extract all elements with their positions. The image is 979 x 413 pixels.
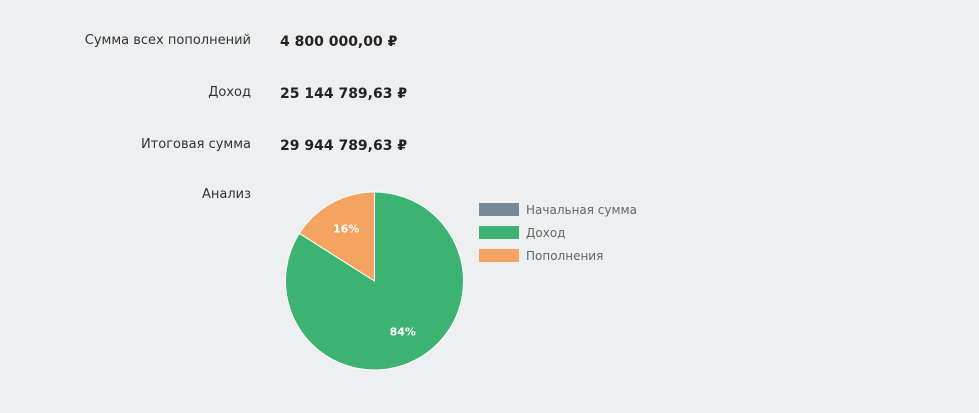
legend-item-2[interactable]: Пополнения (479, 244, 637, 267)
final-amount-label: Итоговая сумма (141, 133, 251, 157)
legend-swatch (479, 203, 519, 216)
legend-item-1[interactable]: Доход (479, 221, 637, 244)
final-amount-row: Итоговая сумма 29 944 789,63 ₽ (0, 133, 979, 157)
pie-slice-label-1: 84% (390, 325, 416, 338)
total-deposits-row: Сумма всех пополнений 4 800 000,00 ₽ (0, 29, 979, 53)
pie-chart: 84% 16% (270, 180, 480, 380)
income-value: 25 144 789,63 ₽ (280, 82, 407, 106)
legend-swatch (479, 226, 519, 239)
analysis-label: Анализ (202, 183, 251, 207)
income-label: Доход (208, 81, 251, 105)
final-amount-value: 29 944 789,63 ₽ (280, 134, 407, 158)
legend-label: Начальная сумма (526, 203, 637, 217)
legend-label: Доход (526, 226, 565, 240)
legend-label: Пополнения (526, 249, 603, 263)
total-deposits-value: 4 800 000,00 ₽ (280, 30, 397, 54)
total-deposits-label: Сумма всех пополнений (85, 29, 251, 53)
legend-swatch (479, 249, 519, 262)
income-row: Доход 25 144 789,63 ₽ (0, 81, 979, 105)
legend-item-0[interactable]: Начальная сумма (479, 198, 637, 221)
chart-legend: Начальная сумма Доход Пополнения (479, 198, 637, 267)
pie-slice-label-2: 16% (333, 223, 359, 236)
